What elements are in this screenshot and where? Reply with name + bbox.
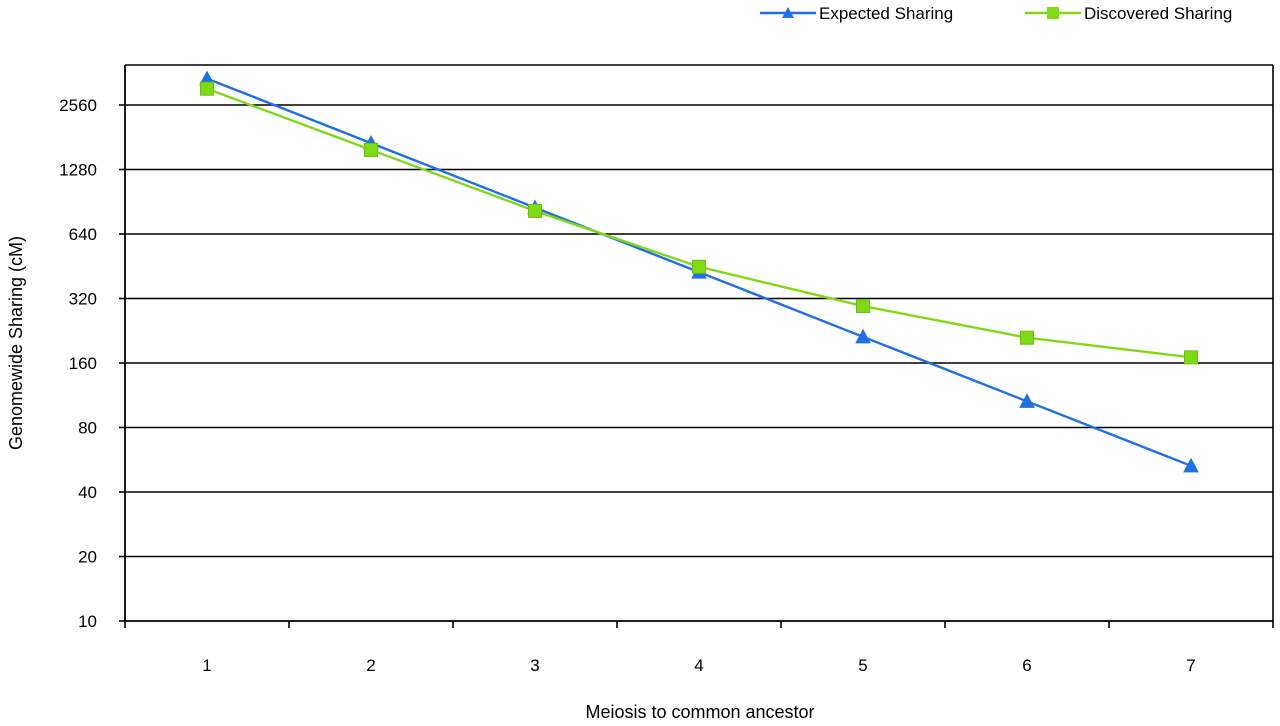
data-point-triangle: [1019, 393, 1035, 408]
legend-marker-square: [1047, 7, 1059, 19]
y-tick-label: 320: [69, 290, 97, 309]
legend: Expected Sharing Discovered Sharing: [760, 4, 1232, 23]
legend-label-expected-sharing: Expected Sharing: [819, 4, 953, 23]
x-tick-label: 6: [1022, 656, 1031, 675]
y-tick-label: 640: [69, 225, 97, 244]
y-tick-label: 20: [78, 548, 97, 567]
data-point-square: [528, 203, 542, 218]
legend-label-discovered-sharing: Discovered Sharing: [1084, 4, 1232, 23]
y-tick-label: 40: [78, 483, 97, 502]
data-point-triangle: [1183, 457, 1199, 473]
x-tick-label: 7: [1186, 656, 1195, 675]
axes: [124, 65, 1273, 622]
x-tick-label: 2: [366, 656, 375, 675]
y-tick-label: 80: [78, 419, 97, 438]
data-point-square: [1184, 350, 1198, 365]
series-markers: [199, 70, 1199, 473]
y-tick-label: 10: [78, 612, 97, 631]
data-point-triangle: [855, 328, 871, 344]
data-point-square: [1020, 330, 1034, 345]
x-tick-label: 4: [694, 656, 703, 675]
x-tick-label: 3: [530, 656, 539, 675]
y-tick-label: 2560: [59, 96, 97, 115]
x-tick-labels: 1 2 3 4 5 6 7: [124, 621, 1274, 675]
x-tick-label: 1: [202, 656, 211, 675]
y-tick-labels: 10 20 40 80 160 320 640 1280 2560: [59, 96, 125, 631]
x-tick-label: 5: [858, 656, 867, 675]
y-tick-label: 160: [69, 354, 97, 373]
data-point-square: [200, 81, 214, 96]
gridlines: [125, 64, 1274, 621]
legend-marker-triangle: [782, 7, 794, 18]
series-line-discovered-sharing: [206, 87, 1192, 359]
data-point-square: [856, 299, 870, 314]
data-point-square: [692, 259, 706, 274]
y-axis-title: Genomewide Sharing (cM): [6, 236, 26, 450]
x-axis-title: Meiosis to common ancestor: [585, 702, 814, 722]
y-tick-label: 1280: [59, 161, 97, 180]
data-point-square: [364, 142, 378, 157]
